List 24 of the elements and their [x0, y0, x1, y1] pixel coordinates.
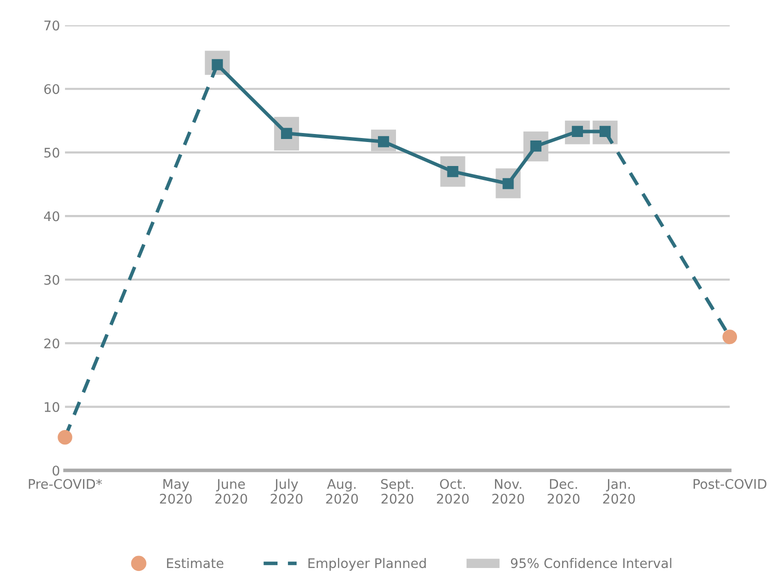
legend-label: Estimate: [167, 558, 224, 568]
point: [58, 430, 72, 445]
x-tick-label: Aug. 2020: [326, 479, 358, 504]
y-tick-label: 50: [44, 148, 60, 158]
x-tick-label: Sept. 2020: [381, 478, 414, 504]
x-tick-label: June 2020: [215, 479, 248, 504]
x-tick-label: Oct. 2020: [436, 478, 469, 504]
y-tick-label: 40: [44, 211, 60, 222]
y-tick-label: 70: [44, 20, 60, 30]
legend-label: 95% Confidence Interval: [510, 558, 672, 568]
legend-label: Employer Planned: [308, 558, 426, 571]
y-tick-label: 60: [44, 84, 60, 94]
x-tick-label: Pre-COVID*: [28, 478, 102, 489]
x-tick-label: July 2020: [270, 478, 302, 504]
y-tick-label: 10: [44, 402, 60, 412]
y-tick-label: 30: [44, 274, 60, 285]
x-tick-label: May 2020: [160, 479, 192, 504]
x-tick-label: Post-COVID: [694, 478, 766, 489]
x-tick-label: Jan. 2020: [603, 479, 635, 504]
x-tick-label: Dec. 2020: [548, 479, 580, 504]
point: [722, 330, 738, 344]
y-tick-label: 0: [52, 466, 60, 476]
y-tick-label: 20: [44, 338, 60, 348]
x-tick-label: Nov. 2020: [492, 479, 524, 504]
